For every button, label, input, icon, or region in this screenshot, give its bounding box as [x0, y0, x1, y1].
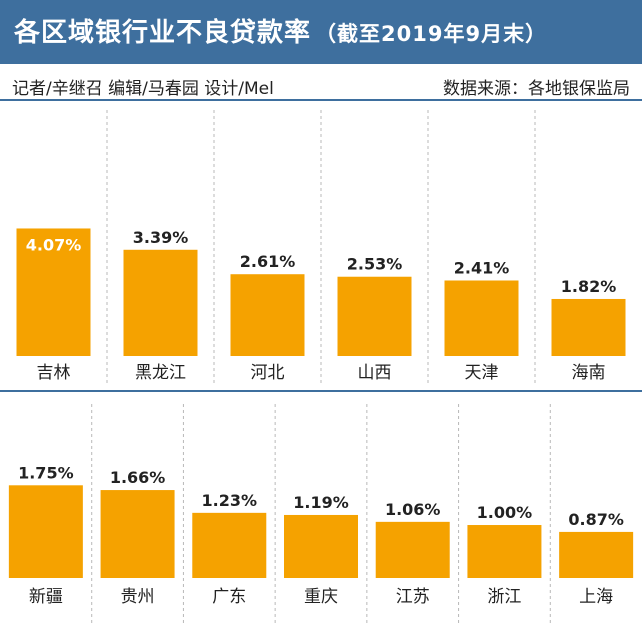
- bar-1-2: [192, 512, 267, 578]
- category-label-0-0: 吉林: [37, 363, 71, 383]
- category-label-1-5: 浙江: [487, 587, 521, 607]
- value-label-1-1: 1.66%: [110, 468, 166, 487]
- bar-chart-upper: 4.07% 吉林 3.39% 黑龙江 2.61% 河北 2.53% 山西 2.41% 天津 1.82…: [16, 110, 626, 386]
- divider-top: [0, 99, 642, 101]
- chart-subtitle: （截至2019年9月末）: [315, 22, 548, 46]
- bar-0-3: [337, 276, 412, 356]
- chart-title-main: 各区域银行业不良贷款率: [14, 18, 312, 48]
- bar-1-1: [100, 490, 175, 578]
- bar-1-0: [8, 485, 83, 578]
- value-label-0-2: 2.61%: [240, 252, 296, 271]
- category-label-0-1: 黑龙江: [135, 363, 186, 383]
- category-label-1-4: 江苏: [396, 587, 430, 607]
- category-label-0-5: 海南: [572, 363, 606, 383]
- category-label-1-2: 广东: [212, 587, 246, 607]
- bar-0-2: [230, 274, 305, 356]
- chart-title: 各区域银行业不良贷款率 （截至2019年9月末）: [14, 12, 547, 49]
- author-credits: 记者/辛继召 编辑/马春园 设计/Mel: [12, 79, 274, 99]
- value-label-1-5: 1.00%: [477, 503, 533, 522]
- value-label-0-4: 2.41%: [454, 258, 510, 277]
- category-label-0-4: 天津: [465, 363, 499, 383]
- value-label-0-3: 2.53%: [347, 255, 403, 274]
- value-label-1-3: 1.19%: [293, 493, 349, 512]
- value-label-0-5: 1.82%: [561, 277, 617, 296]
- bar-1-6: [559, 531, 634, 578]
- category-label-0-2: 河北: [251, 363, 285, 383]
- value-label-1-6: 0.87%: [568, 510, 624, 529]
- value-label-1-0: 1.75%: [18, 463, 74, 482]
- category-label-0-3: 山西: [358, 363, 392, 383]
- bar-0-1: [123, 249, 198, 356]
- category-label-1-3: 重庆: [304, 587, 338, 607]
- bar-0-0: [16, 228, 91, 356]
- bar-1-4: [375, 521, 450, 578]
- category-label-1-6: 上海: [579, 587, 613, 607]
- bar-0-4: [444, 280, 519, 356]
- bar-1-3: [284, 514, 358, 578]
- data-source: 数据来源：各地银保监局: [443, 79, 630, 99]
- value-label-1-2: 1.23%: [202, 491, 258, 510]
- value-label-1-4: 1.06%: [385, 500, 441, 519]
- bar-0-5: [551, 298, 626, 356]
- credits-bar: 记者/辛继召 编辑/马春园 设计/Mel 数据来源：各地银保监局: [0, 68, 642, 99]
- divider-middle: [0, 390, 642, 392]
- header-banner: 各区域银行业不良贷款率 （截至2019年9月末）: [0, 0, 642, 64]
- bar-chart-lower: 1.75% 新疆 1.66% 贵州 1.23% 广东 1.19% 重庆 1.06% 江苏 1.00%…: [8, 404, 634, 626]
- value-label-0-0: 4.07%: [26, 235, 82, 254]
- bar-1-5: [467, 525, 542, 578]
- category-label-1-0: 新疆: [29, 587, 63, 607]
- category-label-1-1: 贵州: [121, 587, 155, 607]
- value-label-0-1: 3.39%: [133, 228, 189, 247]
